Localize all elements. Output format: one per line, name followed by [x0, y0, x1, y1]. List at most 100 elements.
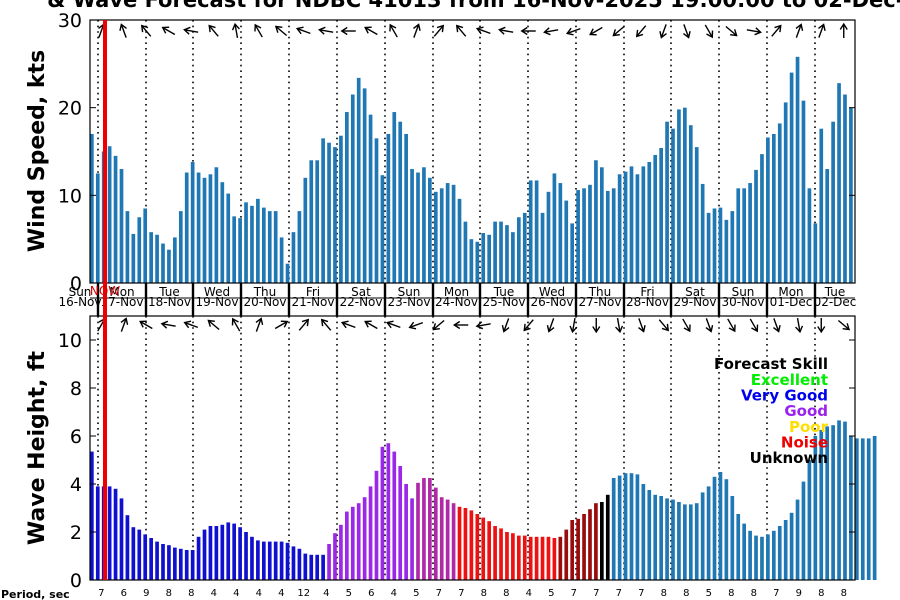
- wave-bar: [90, 451, 94, 580]
- y-tick-label: 6: [70, 426, 82, 448]
- period-axis-label: Period, sec: [1, 588, 70, 600]
- direction-arrow: [139, 320, 153, 330]
- direction-arrow: [255, 317, 264, 332]
- y-tick-label: 0: [70, 570, 82, 592]
- wave-bar: [238, 527, 242, 580]
- y-tick-label: 30: [58, 10, 82, 32]
- wave-bar: [416, 482, 420, 580]
- wind-bar: [428, 177, 432, 283]
- period-value: 8: [166, 588, 172, 599]
- chart-title: & Wave Forecast for NDBC 41013 from 16-N…: [47, 0, 900, 12]
- wave-bar: [516, 535, 521, 580]
- day-date-label: 22-Nov: [339, 295, 382, 309]
- direction-arrow: [705, 318, 714, 333]
- day-weekday-label: Wed: [539, 285, 565, 299]
- wind-bar: [404, 133, 408, 283]
- period-value: 6: [121, 588, 127, 599]
- wind-bar: [220, 182, 225, 283]
- wind-bar: [113, 155, 118, 283]
- wind-bar: [582, 188, 586, 283]
- direction-arrow: [749, 318, 759, 333]
- wave-bar: [362, 497, 367, 580]
- day-weekday-label: Sat: [351, 285, 371, 299]
- direction-arrow: [704, 24, 714, 39]
- y-tick-label: 10: [58, 330, 82, 352]
- wave-bar: [137, 529, 142, 580]
- wave-bar: [807, 460, 812, 580]
- wave-bar: [481, 517, 486, 580]
- direction-arrow: [817, 318, 826, 334]
- period-value: 7: [593, 588, 599, 599]
- day-date-label: 23-Nov: [387, 295, 430, 309]
- wind-bar: [771, 133, 776, 283]
- wind-bar: [487, 234, 492, 283]
- wind-bar: [813, 223, 818, 283]
- wind-bar: [511, 232, 515, 283]
- direction-arrow: [389, 23, 398, 38]
- wave-bar: [665, 498, 669, 580]
- wind-bar: [445, 183, 450, 283]
- wave-bar: [214, 526, 219, 580]
- direction-arrow: [565, 27, 581, 36]
- wind-bar: [754, 169, 758, 283]
- direction-arrow: [413, 23, 421, 38]
- wind-bar: [90, 133, 94, 283]
- wind-bar: [184, 172, 189, 283]
- wave-bar: [232, 523, 237, 580]
- wind-bar: [825, 169, 830, 283]
- period-value: 8: [188, 588, 194, 599]
- wave-bar: [564, 529, 569, 580]
- wave-bar: [629, 473, 634, 580]
- wave-bar: [368, 486, 373, 580]
- wave-bar: [273, 541, 278, 580]
- wave-bar: [297, 548, 302, 580]
- wind-bar: [422, 167, 426, 283]
- wave-bar: [617, 475, 622, 580]
- wind-y-ticks: 0 10 20 30: [58, 10, 855, 295]
- wave-bar: [611, 478, 616, 580]
- wind-bar: [333, 147, 337, 283]
- wave-plot-frame: [89, 315, 856, 581]
- wave-bar: [374, 470, 379, 580]
- wave-bar: [860, 438, 865, 580]
- direction-arrow: [340, 26, 356, 36]
- wind-bar: [380, 175, 385, 283]
- wave-direction-arrows: [97, 317, 851, 334]
- wind-bar: [416, 172, 420, 283]
- wind-bar: [327, 142, 331, 283]
- day-weekday-label: Sun: [732, 285, 755, 299]
- wind-bar: [256, 198, 260, 283]
- direction-arrow: [183, 320, 199, 329]
- direction-arrow: [452, 320, 469, 330]
- wave-bar: [463, 508, 468, 580]
- period-value: 7: [638, 588, 644, 599]
- wind-bar: [267, 211, 272, 283]
- day-date-label: 17-Nov: [100, 295, 143, 309]
- period-value: 7: [458, 588, 464, 599]
- wave-bar: [724, 479, 729, 580]
- direction-arrow: [475, 321, 491, 330]
- wind-bar: [730, 211, 735, 283]
- direction-arrow: [658, 319, 670, 332]
- wind-bar: [742, 188, 747, 283]
- wind-bar: [238, 218, 242, 283]
- day-weekday-label: Fri: [306, 285, 320, 299]
- wind-bar: [783, 102, 788, 283]
- day-date-label: 02-Dec: [814, 295, 857, 309]
- wind-bar: [368, 114, 373, 284]
- direction-arrow: [385, 320, 401, 329]
- wave-bar: [730, 496, 735, 580]
- direction-arrow: [818, 23, 826, 38]
- direction-arrow: [520, 26, 536, 36]
- wind-bar: [736, 188, 741, 283]
- direction-arrow: [795, 317, 804, 334]
- legend-entry: Very Good: [741, 387, 828, 405]
- wind-bar: [161, 243, 165, 283]
- direction-arrow: [592, 318, 601, 334]
- wind-bar: [392, 112, 397, 283]
- day-date-label: 26-Nov: [530, 295, 573, 309]
- direction-arrow: [682, 318, 691, 333]
- wave-y-axis-label: Wave Height, ft: [25, 350, 50, 545]
- wave-bar: [677, 502, 681, 580]
- wave-bar: [244, 532, 248, 580]
